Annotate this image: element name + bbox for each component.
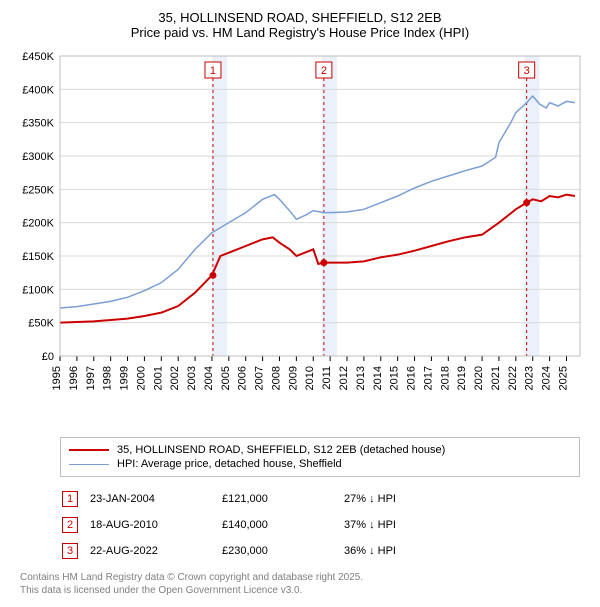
svg-text:2012: 2012 [338, 366, 350, 390]
svg-text:2014: 2014 [372, 366, 384, 390]
title-line-1: 35, HOLLINSEND ROAD, SHEFFIELD, S12 2EB [10, 10, 590, 25]
svg-text:£100K: £100K [22, 284, 54, 296]
events-table: 1 23-JAN-2004£121,00027% ↓ HPI 2 18-AUG-201… [60, 485, 408, 565]
svg-text:2003: 2003 [186, 366, 198, 390]
title-line-2: Price paid vs. HM Land Registry's House … [10, 25, 590, 40]
legend-box: 35, HOLLINSEND ROAD, SHEFFIELD, S12 2EB … [60, 437, 580, 477]
footer-line-1: Contains HM Land Registry data © Crown c… [20, 571, 580, 584]
svg-text:£450K: £450K [22, 51, 54, 63]
legend-swatch [69, 464, 109, 465]
event-badge: 2 [62, 517, 78, 533]
svg-text:2025: 2025 [557, 366, 569, 390]
svg-text:2015: 2015 [389, 366, 401, 390]
svg-text:£250K: £250K [22, 184, 54, 196]
svg-text:2018: 2018 [439, 366, 451, 390]
event-delta: 36% ↓ HPI [344, 539, 406, 563]
event-date: 23-JAN-2004 [90, 487, 220, 511]
svg-text:1997: 1997 [85, 366, 97, 390]
svg-text:2002: 2002 [169, 366, 181, 390]
legend-swatch [69, 449, 109, 451]
svg-text:2024: 2024 [541, 366, 553, 390]
legend-row: 35, HOLLINSEND ROAD, SHEFFIELD, S12 2EB … [69, 444, 571, 456]
svg-text:2011: 2011 [321, 366, 333, 390]
svg-text:£350K: £350K [22, 118, 54, 130]
event-delta: 37% ↓ HPI [344, 513, 406, 537]
svg-text:2004: 2004 [203, 366, 215, 390]
svg-text:3: 3 [524, 65, 530, 77]
event-price: £230,000 [222, 539, 342, 563]
svg-text:£0: £0 [42, 351, 54, 363]
event-badge: 1 [62, 491, 78, 507]
event-price: £121,000 [222, 487, 342, 511]
svg-text:2008: 2008 [270, 366, 282, 390]
event-delta: 27% ↓ HPI [344, 487, 406, 511]
legend-label: 35, HOLLINSEND ROAD, SHEFFIELD, S12 2EB … [117, 444, 445, 456]
event-row: 2 18-AUG-2010£140,00037% ↓ HPI [62, 513, 406, 537]
svg-text:£300K: £300K [22, 151, 54, 163]
chart-title-block: 35, HOLLINSEND ROAD, SHEFFIELD, S12 2EB … [10, 10, 590, 40]
svg-text:£400K: £400K [22, 84, 54, 96]
svg-text:2: 2 [321, 65, 327, 77]
svg-text:£50K: £50K [28, 318, 54, 330]
event-date: 18-AUG-2010 [90, 513, 220, 537]
event-row: 1 23-JAN-2004£121,00027% ↓ HPI [62, 487, 406, 511]
svg-text:£150K: £150K [22, 251, 54, 263]
svg-text:2021: 2021 [490, 366, 502, 390]
svg-text:2007: 2007 [254, 366, 266, 390]
svg-text:1999: 1999 [119, 366, 131, 390]
svg-text:1: 1 [210, 65, 216, 77]
svg-text:2000: 2000 [135, 366, 147, 390]
svg-text:2020: 2020 [473, 366, 485, 390]
svg-text:2023: 2023 [524, 366, 536, 390]
svg-text:1995: 1995 [51, 366, 63, 390]
footer-attribution: Contains HM Land Registry data © Crown c… [20, 571, 580, 597]
svg-text:2001: 2001 [152, 366, 164, 390]
svg-text:2016: 2016 [406, 366, 418, 390]
svg-text:2017: 2017 [422, 366, 434, 390]
svg-text:2005: 2005 [220, 366, 232, 390]
svg-text:2009: 2009 [287, 366, 299, 390]
legend-row: HPI: Average price, detached house, Shef… [69, 458, 571, 470]
svg-text:2019: 2019 [456, 366, 468, 390]
footer-line-2: This data is licensed under the Open Gov… [20, 584, 580, 597]
price-chart: £0 £50K £100K £150K £200K £250K £300K £350K £400… [10, 46, 590, 426]
chart-container: £0 £50K £100K £150K £200K £250K £300K £350K £400… [10, 46, 590, 431]
svg-text:1998: 1998 [102, 366, 114, 390]
legend-label: HPI: Average price, detached house, Shef… [117, 458, 342, 470]
svg-text:2022: 2022 [507, 366, 519, 390]
svg-text:2010: 2010 [304, 366, 316, 390]
svg-text:2013: 2013 [355, 366, 367, 390]
svg-text:1996: 1996 [68, 366, 80, 390]
event-row: 3 22-AUG-2022£230,00036% ↓ HPI [62, 539, 406, 563]
event-date: 22-AUG-2022 [90, 539, 220, 563]
svg-text:2006: 2006 [237, 366, 249, 390]
event-badge: 3 [62, 543, 78, 559]
svg-text:£200K: £200K [22, 218, 54, 230]
event-price: £140,000 [222, 513, 342, 537]
